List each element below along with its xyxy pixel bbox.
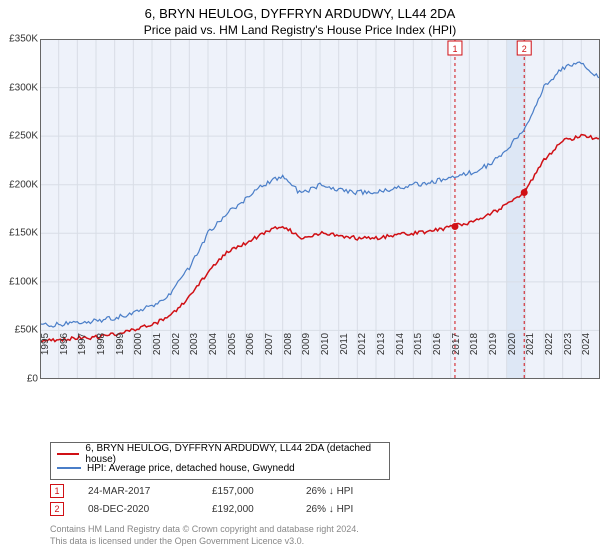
chart-subtitle: Price paid vs. HM Land Registry's House …: [0, 21, 600, 39]
y-tick-label: £200K: [2, 179, 38, 190]
x-tick-label: 2021: [525, 333, 536, 355]
attribution: Contains HM Land Registry data © Crown c…: [50, 524, 359, 547]
x-tick-label: 2010: [320, 333, 331, 355]
x-tick-label: 2006: [245, 333, 256, 355]
x-tick-label: 1996: [59, 333, 70, 355]
x-tick-label: 1995: [40, 333, 51, 355]
x-tick-label: 2018: [469, 333, 480, 355]
svg-text:1: 1: [452, 44, 457, 54]
sale-price: £157,000: [212, 486, 282, 497]
x-tick-label: 1997: [77, 333, 88, 355]
x-tick-label: 2019: [488, 333, 499, 355]
attribution-line2: This data is licensed under the Open Gov…: [50, 536, 359, 548]
y-tick-label: £250K: [2, 131, 38, 142]
x-tick-label: 2017: [451, 333, 462, 355]
x-tick-label: 1998: [96, 333, 107, 355]
x-tick-label: 2007: [264, 333, 275, 355]
y-tick-label: £0: [2, 374, 38, 385]
legend-swatch: [57, 467, 81, 469]
sale-row: 2 08-DEC-2020 £192,000 26% ↓ HPI: [50, 500, 353, 518]
sale-date: 08-DEC-2020: [88, 504, 188, 515]
sale-marker: 2: [50, 502, 64, 516]
legend-swatch: [57, 453, 79, 455]
x-tick-label: 2005: [227, 333, 238, 355]
x-tick-label: 2000: [133, 333, 144, 355]
y-tick-label: £100K: [2, 276, 38, 287]
x-tick-label: 2009: [301, 333, 312, 355]
x-tick-label: 2002: [171, 333, 182, 355]
y-tick-label: £300K: [2, 82, 38, 93]
chart-title: 6, BRYN HEULOG, DYFFRYN ARDUDWY, LL44 2D…: [0, 0, 600, 21]
x-tick-label: 2008: [283, 333, 294, 355]
chart-plot-wrap: £0£50K£100K£150K£200K£250K£300K£350K 12: [40, 39, 600, 379]
svg-text:2: 2: [522, 44, 527, 54]
x-tick-label: 2016: [432, 333, 443, 355]
y-tick-label: £350K: [2, 34, 38, 45]
y-tick-label: £50K: [2, 325, 38, 336]
x-tick-label: 1999: [115, 333, 126, 355]
x-tick-label: 2020: [507, 333, 518, 355]
sale-price: £192,000: [212, 504, 282, 515]
x-tick-label: 2013: [376, 333, 387, 355]
x-tick-label: 2014: [395, 333, 406, 355]
legend-row: 6, BRYN HEULOG, DYFFRYN ARDUDWY, LL44 2D…: [57, 447, 383, 461]
sale-marker: 1: [50, 484, 64, 498]
legend-label: HPI: Average price, detached house, Gwyn…: [87, 463, 295, 474]
legend-box: 6, BRYN HEULOG, DYFFRYN ARDUDWY, LL44 2D…: [50, 442, 390, 480]
x-tick-label: 2015: [413, 333, 424, 355]
x-tick-label: 2024: [581, 333, 592, 355]
sale-pct: 26% ↓ HPI: [306, 486, 353, 497]
x-tick-label: 2023: [563, 333, 574, 355]
chart-container: 6, BRYN HEULOG, DYFFRYN ARDUDWY, LL44 2D…: [0, 0, 600, 560]
plot-area: 12: [40, 39, 600, 379]
x-tick-label: 2001: [152, 333, 163, 355]
sales-table: 1 24-MAR-2017 £157,000 26% ↓ HPI 2 08-DEC-202…: [50, 482, 353, 518]
x-tick-label: 2003: [189, 333, 200, 355]
attribution-line1: Contains HM Land Registry data © Crown c…: [50, 524, 359, 536]
x-axis-labels: 1995199619971998199920002001200220032004…: [40, 340, 600, 400]
sale-pct: 26% ↓ HPI: [306, 504, 353, 515]
x-tick-label: 2011: [339, 333, 350, 355]
x-tick-label: 2022: [544, 333, 555, 355]
x-tick-label: 2012: [357, 333, 368, 355]
y-tick-label: £150K: [2, 228, 38, 239]
sale-date: 24-MAR-2017: [88, 486, 188, 497]
x-tick-label: 2004: [208, 333, 219, 355]
y-axis-labels: £0£50K£100K£150K£200K£250K£300K£350K: [2, 39, 38, 379]
sale-row: 1 24-MAR-2017 £157,000 26% ↓ HPI: [50, 482, 353, 500]
